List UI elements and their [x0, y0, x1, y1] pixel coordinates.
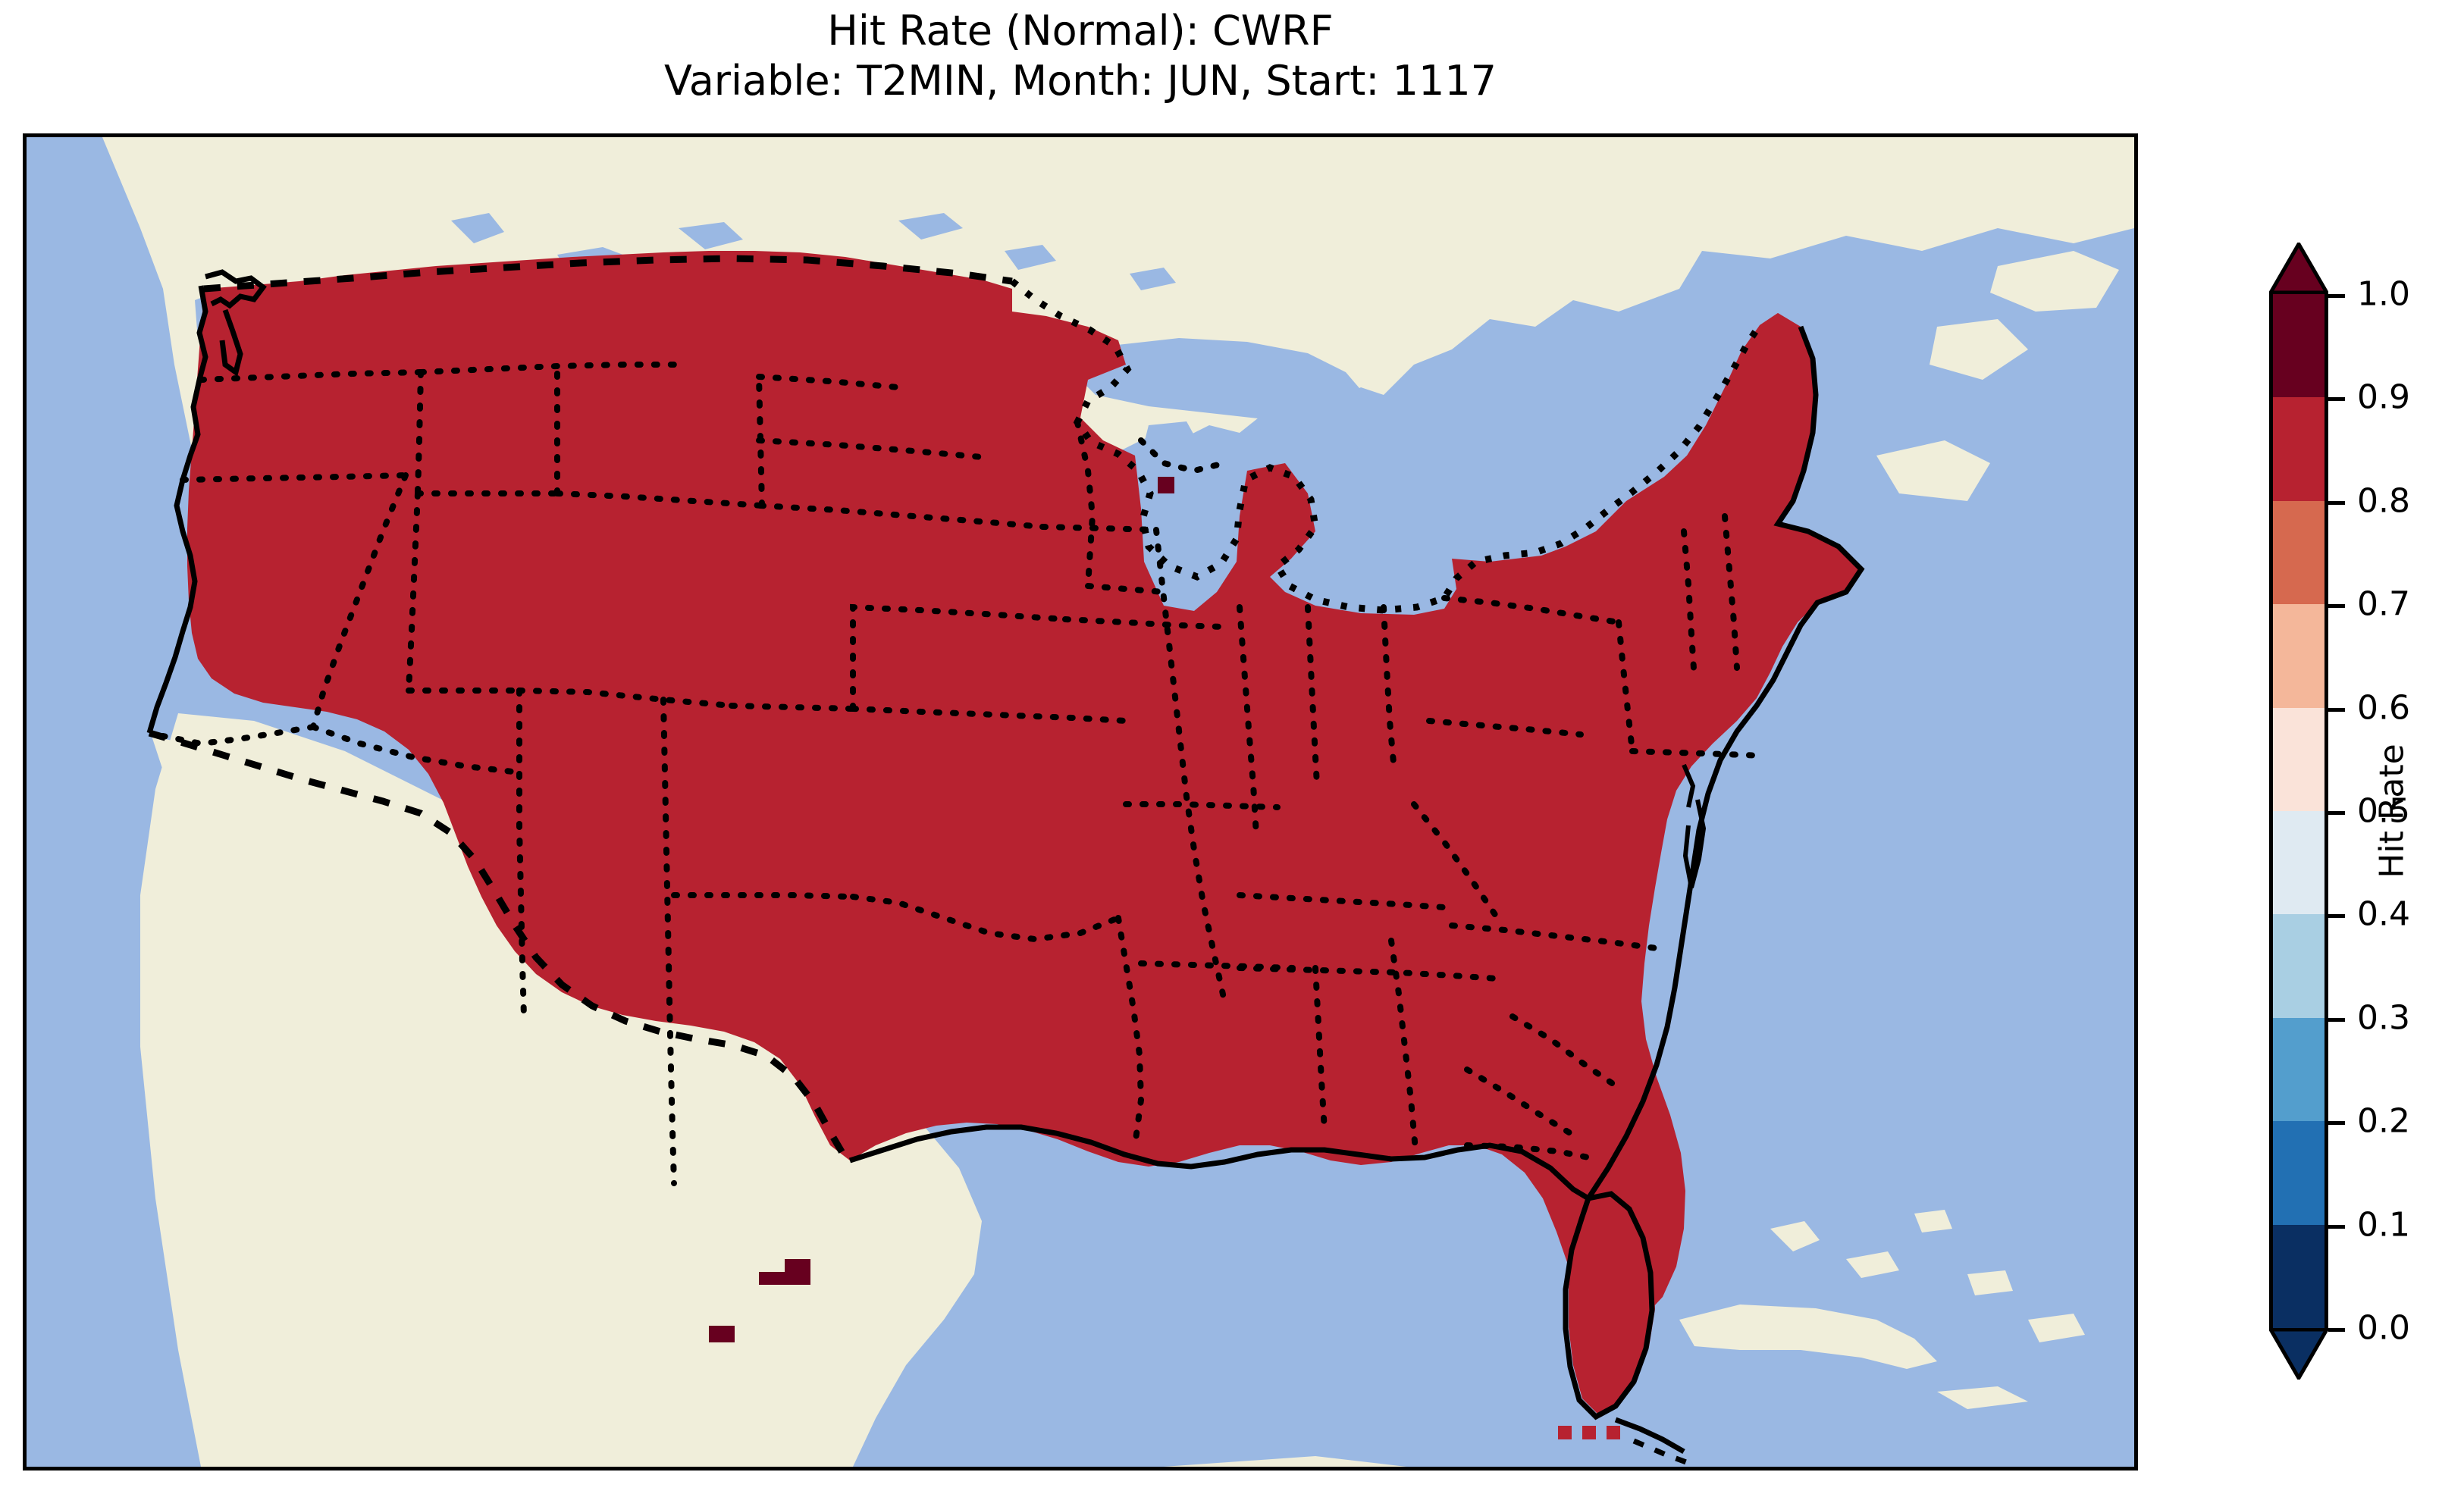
colorbar-tick-0.7 — [2328, 604, 2345, 609]
colorbar-tick-0.4 — [2328, 914, 2345, 919]
colorbar-extend-over-arrow — [2269, 243, 2328, 294]
colorbar-ticklabel-0.0: 0.0 — [2357, 1308, 2410, 1348]
colorbar-tick-1.0 — [2328, 294, 2345, 298]
anomaly-cell-west-texas — [785, 1259, 810, 1285]
colorbar-ticklabel-0.1: 0.1 — [2357, 1205, 2410, 1245]
colorbar-ticklabel-0.4: 0.4 — [2357, 894, 2410, 934]
colorbar-band-0.0-0.1 — [2269, 1224, 2328, 1328]
colorbar-band-0.2-0.3 — [2269, 1017, 2328, 1122]
colorbar-tick-0.3 — [2328, 1017, 2345, 1022]
colorbar-extend-under-arrow — [2269, 1328, 2328, 1380]
colorbar-axis-label: Hit Rate — [2372, 744, 2412, 879]
hitrate-data-layer — [187, 251, 1861, 1439]
colorbar[interactable]: 1.0 0.9 0.8 0.7 0.6 0.5 0.4 0.3 0.2 0.1 … — [2269, 243, 2410, 1380]
colorbar-frame — [2269, 294, 2328, 1328]
colorbar-tick-0.9 — [2328, 397, 2345, 402]
title-line-1: Hit Rate (Normal): CWRF — [827, 7, 1334, 55]
colorbar-band-0.9-1.0 — [2269, 294, 2328, 398]
map-axes — [23, 133, 2138, 1471]
colorbar-tick-0.8 — [2328, 500, 2345, 505]
figure-title: Hit Rate (Normal): CWRF Variable: T2MIN,… — [0, 6, 2161, 106]
colorbar-ticklabel-0.9: 0.9 — [2357, 377, 2410, 417]
map-canvas — [27, 137, 2134, 1467]
colorbar-band-0.3-0.4 — [2269, 914, 2328, 1018]
geography-outlines — [146, 255, 1865, 1467]
title-line-2: Variable: T2MIN, Month: JUN, Start: 1117 — [663, 56, 1497, 105]
colorbar-ticklabel-0.6: 0.6 — [2357, 688, 2410, 728]
colorbar-band-0.5-0.6 — [2269, 707, 2328, 811]
colorbar-band-0.8-0.9 — [2269, 397, 2328, 501]
colorbar-ticklabel-0.5: 0.5 — [2357, 791, 2410, 831]
colorbar-ticklabel-0.8: 0.8 — [2357, 481, 2410, 521]
colorbar-tick-0.6 — [2328, 707, 2345, 712]
colorbar-band-0.6-0.7 — [2269, 604, 2328, 708]
colorbar-ticklabel-1.0: 1.0 — [2357, 274, 2410, 314]
colorbar-ticklabel-0.2: 0.2 — [2357, 1101, 2410, 1141]
colorbar-band-0.4-0.5 — [2269, 811, 2328, 915]
colorbar-tick-0.0 — [2328, 1328, 2345, 1332]
colorbar-band-0.1-0.2 — [2269, 1121, 2328, 1225]
colorbar-tick-0.5 — [2328, 811, 2345, 815]
colorbar-tick-0.1 — [2328, 1224, 2345, 1229]
colorbar-band-0.7-0.8 — [2269, 500, 2328, 605]
colorbar-tick-0.2 — [2328, 1121, 2345, 1126]
colorbar-ticklabel-0.7: 0.7 — [2357, 584, 2410, 624]
colorbar-ticklabel-0.3: 0.3 — [2357, 998, 2410, 1038]
